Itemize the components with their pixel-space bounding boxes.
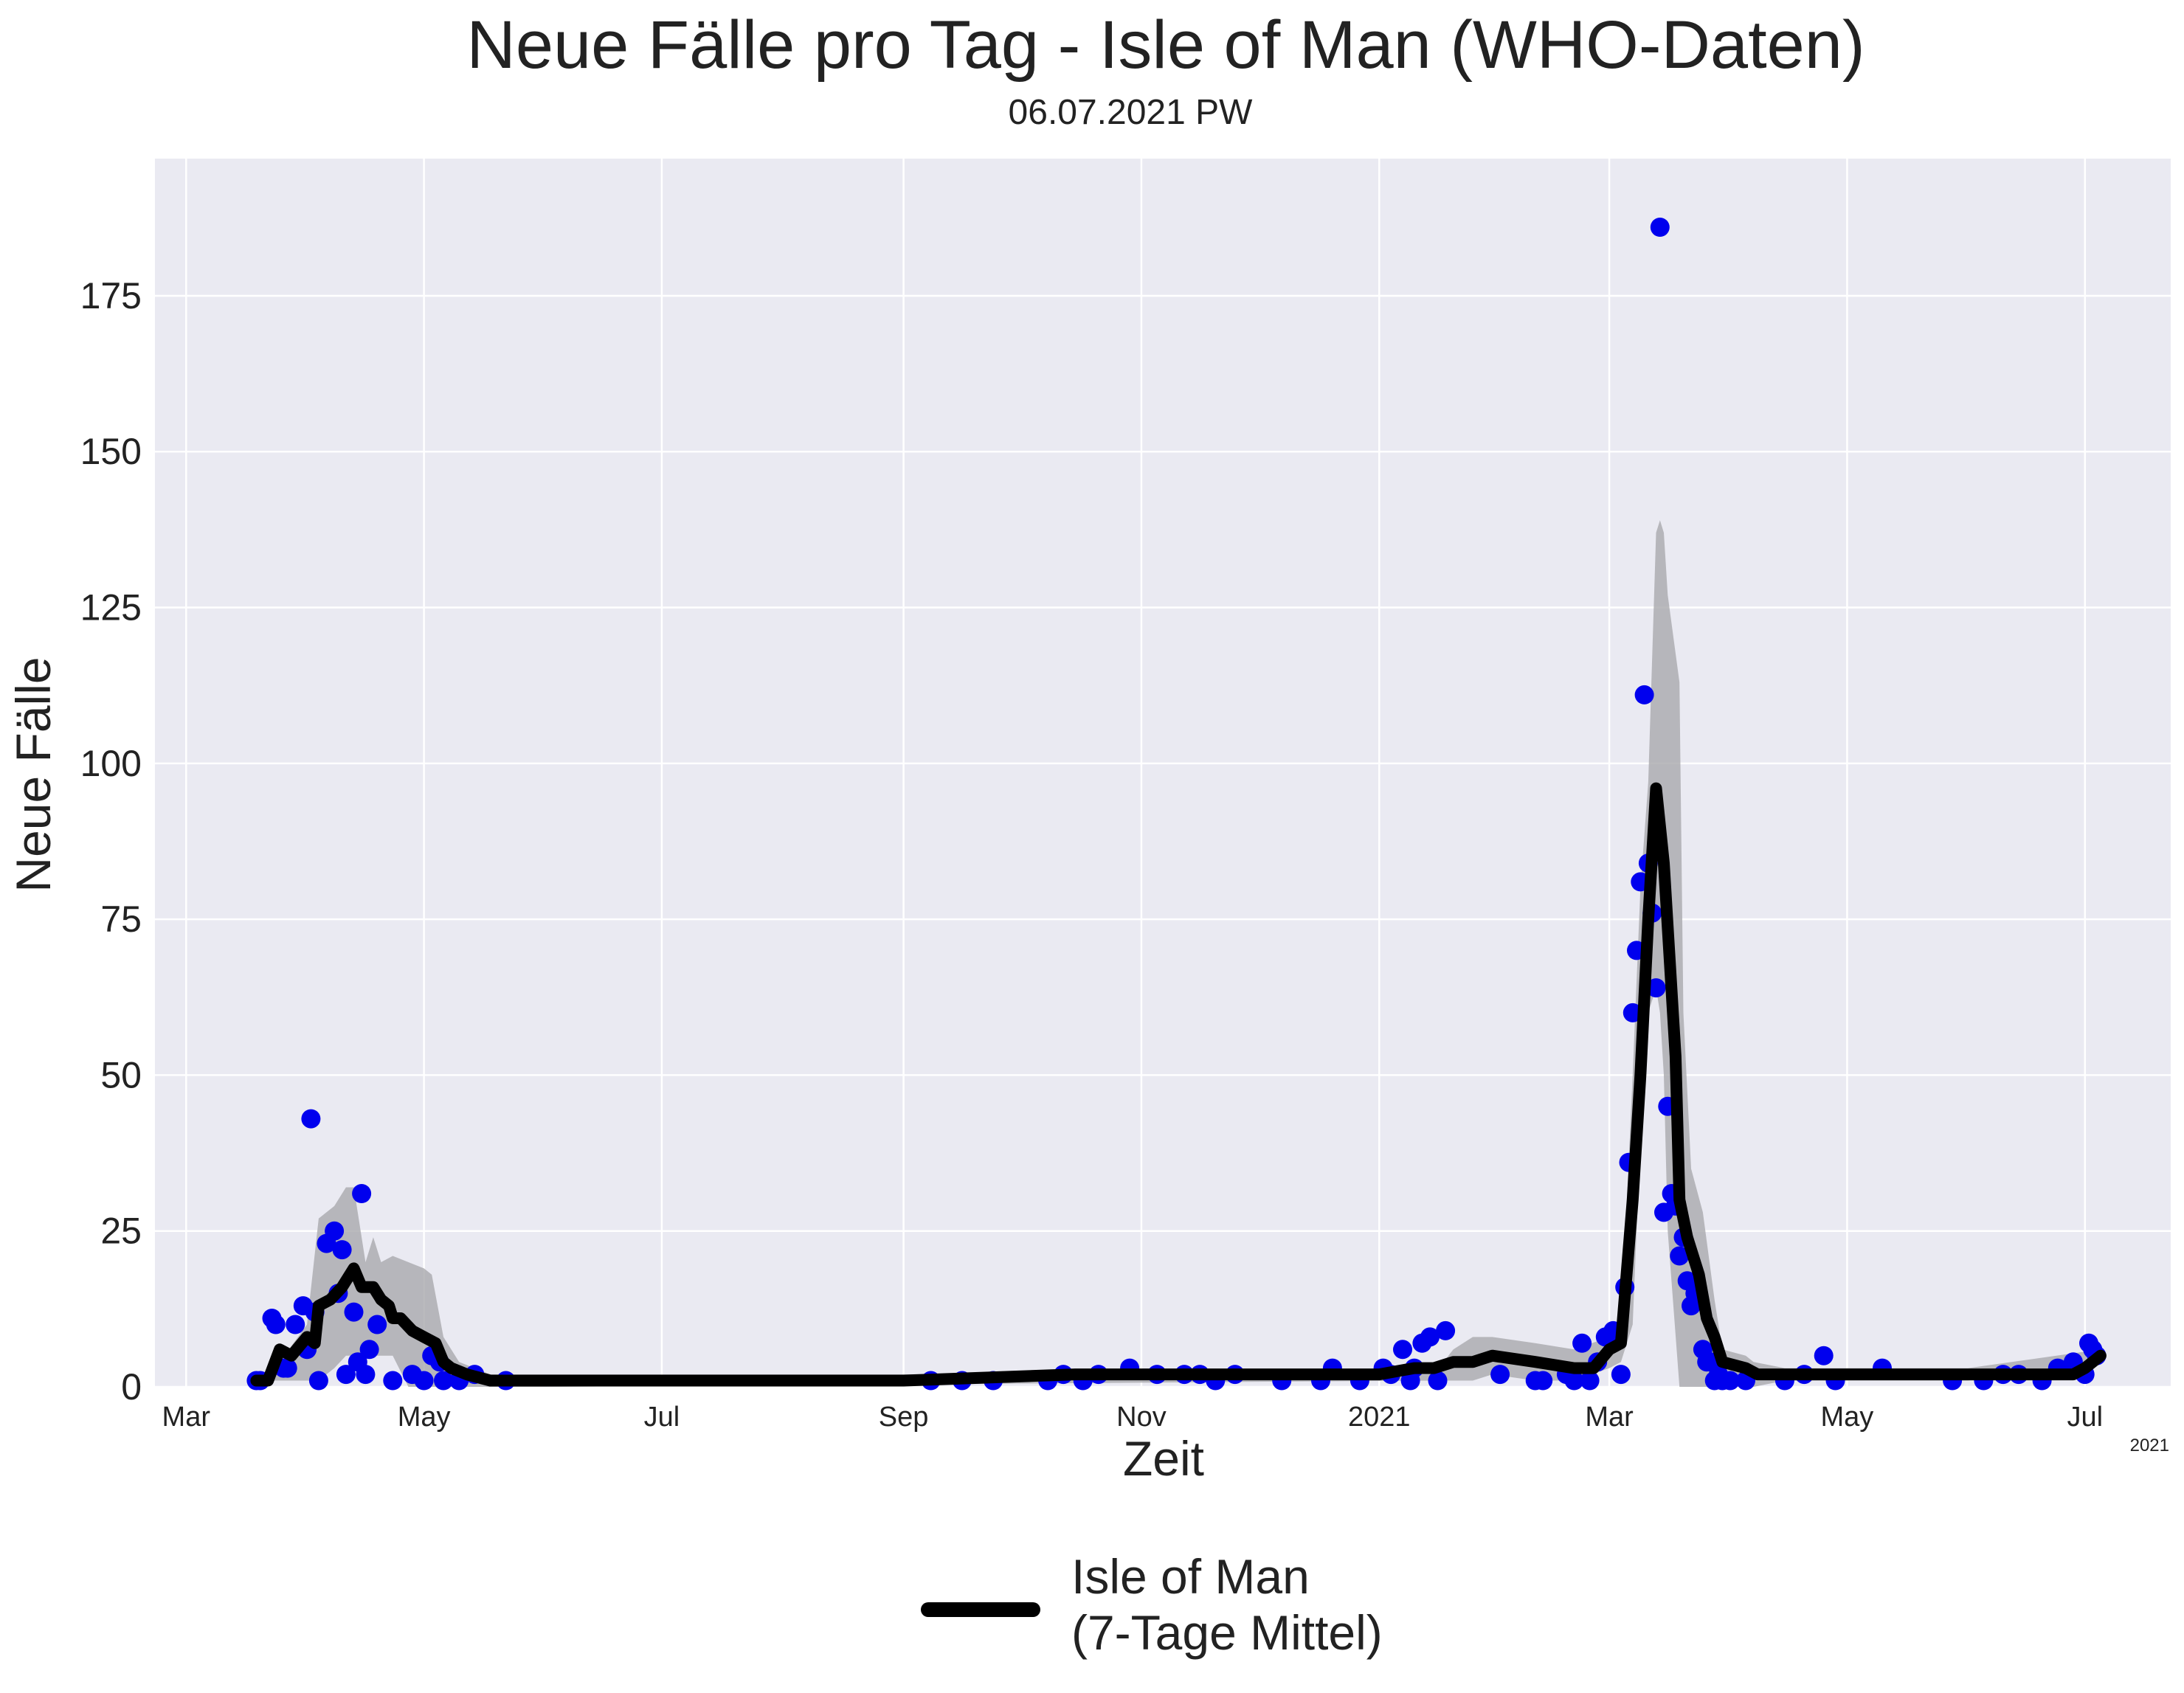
daily-case-point <box>1564 1371 1584 1391</box>
daily-case-point <box>1533 1371 1553 1391</box>
legend-label: Isle of Man (7-Tage Mittel) <box>1071 1549 1383 1660</box>
daily-case-point <box>344 1302 364 1322</box>
daily-case-point <box>336 1365 356 1385</box>
x-tick-labels: Mar May Jul Sep Nov 2021 Mar May Jul <box>162 1402 2103 1433</box>
daily-case-point <box>1720 1371 1740 1391</box>
daily-case-point <box>1436 1320 1456 1340</box>
y-tick-label: 25 <box>100 1211 142 1252</box>
daily-case-point <box>1634 685 1654 704</box>
x-offset-label: 2021 <box>2130 1436 2169 1455</box>
daily-case-point <box>308 1371 328 1391</box>
x-tick-label: May <box>1821 1402 1874 1433</box>
daily-case-point <box>332 1240 352 1260</box>
daily-case-point <box>367 1315 387 1334</box>
x-axis-label: Zeit <box>1123 1431 1204 1486</box>
x-tick-label: Mar <box>1585 1402 1634 1433</box>
daily-case-point <box>1428 1371 1448 1391</box>
daily-case-point <box>352 1184 372 1203</box>
chart-subtitle: 06.07.2021 PW <box>1009 93 1254 132</box>
daily-case-point <box>325 1221 345 1241</box>
rolling-average-line <box>250 782 2107 1387</box>
y-tick-labels: 0 25 50 75 100 125 150 175 <box>80 275 142 1408</box>
x-tick-label: May <box>398 1402 451 1433</box>
daily-case-point <box>266 1315 286 1334</box>
daily-case-point <box>286 1315 305 1334</box>
daily-case-point <box>1670 1246 1690 1266</box>
x-tick-label: Jul <box>2067 1402 2103 1433</box>
y-tick-label: 50 <box>100 1054 142 1095</box>
daily-case-point <box>356 1365 376 1385</box>
daily-case-point <box>1611 1365 1631 1385</box>
daily-case-point <box>434 1371 453 1391</box>
x-tick-label: Jul <box>644 1402 680 1433</box>
x-tick-label: 2021 <box>1348 1402 1411 1433</box>
plot-area <box>155 159 2171 1387</box>
y-tick-label: 125 <box>80 587 142 629</box>
y-tick-label: 175 <box>80 275 142 316</box>
daily-case-point <box>1572 1333 1592 1353</box>
daily-case-point <box>1490 1365 1510 1385</box>
daily-case-point <box>1646 978 1666 998</box>
legend: Isle of Man (7-Tage Mittel) <box>921 1549 1383 1660</box>
x-tick-label: Mar <box>162 1402 211 1433</box>
x-tick-label: Nov <box>1116 1402 1167 1433</box>
daily-case-point <box>1814 1346 1834 1365</box>
daily-case-point <box>359 1340 379 1360</box>
y-tick-label: 75 <box>100 899 142 940</box>
line-layer <box>250 782 2107 1387</box>
daily-case-point <box>1650 218 1670 237</box>
y-tick-label: 0 <box>121 1366 142 1408</box>
grid <box>155 159 2171 1388</box>
daily-case-point <box>277 1358 297 1378</box>
y-tick-label: 150 <box>80 431 142 472</box>
y-tick-label: 100 <box>80 743 142 784</box>
x-tick-label: Sep <box>879 1402 929 1433</box>
daily-case-point <box>1420 1327 1440 1347</box>
daily-case-point <box>1393 1340 1412 1360</box>
daily-case-point <box>383 1371 403 1391</box>
daily-case-point <box>301 1109 321 1129</box>
y-axis-label: Neue Fälle <box>6 657 61 892</box>
daily-case-point <box>1580 1371 1600 1391</box>
daily-case-point <box>414 1371 434 1391</box>
chart-title: Neue Fälle pro Tag - Isle of Man (WHO-Da… <box>466 7 1865 83</box>
